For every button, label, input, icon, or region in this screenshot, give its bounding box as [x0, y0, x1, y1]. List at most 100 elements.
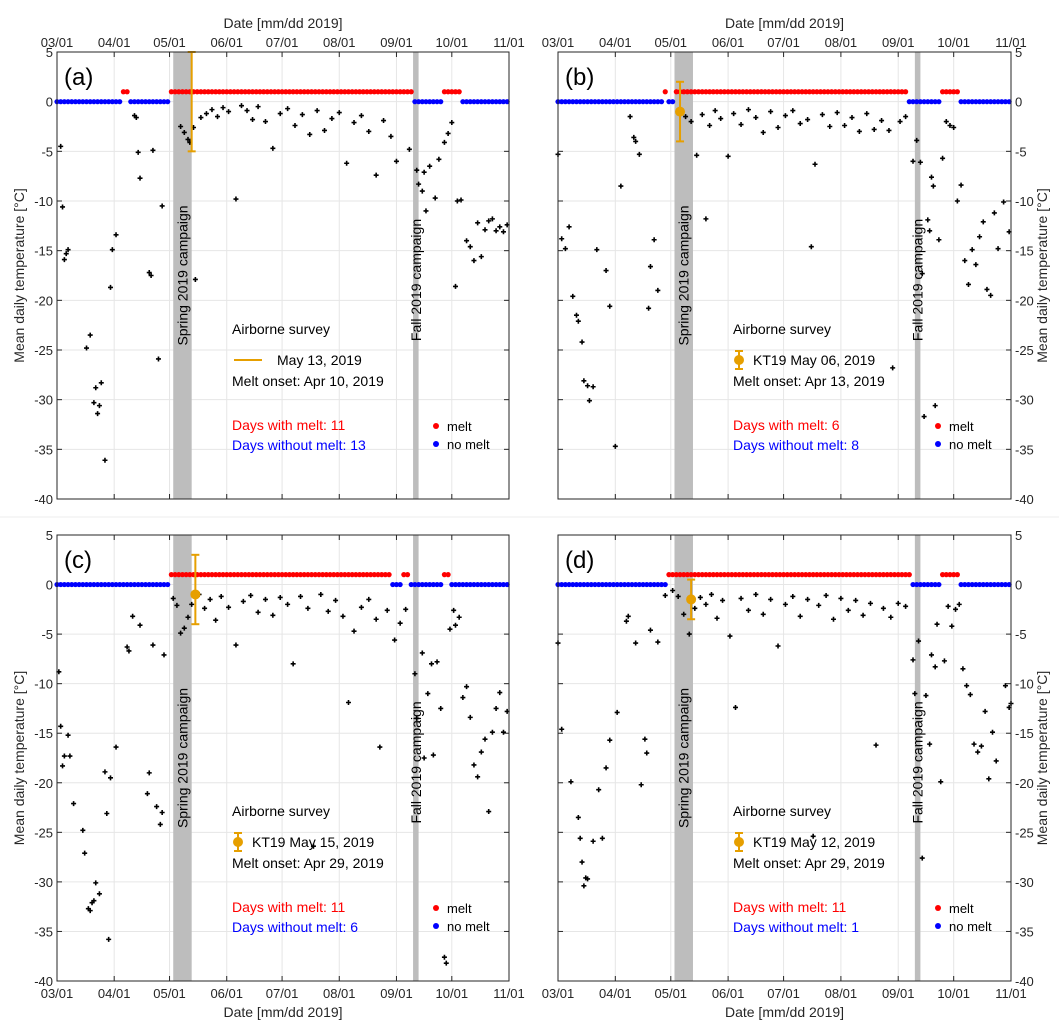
temperature-series: [58, 103, 510, 463]
no-melt-dot: [504, 581, 510, 588]
no-melt-dot: [434, 99, 440, 105]
melt-dot: [305, 572, 311, 578]
melt-dot: [386, 89, 392, 95]
no-melt-dot: [596, 581, 602, 588]
annotation-survey-label: KT19 May 15, 2019: [252, 834, 374, 850]
temperature-point: [969, 247, 975, 253]
melt-dot: [452, 89, 459, 95]
y-tick-label: -35: [34, 924, 53, 939]
temperature-point: [262, 119, 268, 125]
x-axis-title: Date [mm/dd 2019]: [725, 1004, 844, 1020]
temperature-point: [914, 137, 920, 143]
temperature-point: [447, 626, 453, 632]
melt-dot: [331, 572, 337, 578]
temperature-point: [198, 115, 204, 121]
melt-dot: [795, 89, 801, 95]
no-melt-dot: [588, 99, 594, 105]
y-tick-label: -20: [34, 776, 53, 791]
melt-dot: [751, 89, 757, 95]
no-melt-dot: [98, 99, 104, 105]
temperature-point: [425, 691, 431, 697]
temperature-point: [497, 224, 503, 230]
temperature-point: [270, 612, 276, 618]
no-melt-dot: [94, 581, 101, 588]
y-tick-label: 5: [46, 45, 53, 60]
melt-dot: [891, 89, 898, 95]
melt-dot: [308, 572, 315, 578]
legend-no-melt-label: no melt: [949, 437, 992, 452]
y-axis-title: Mean daily temperature [°C]: [11, 188, 27, 362]
melt-dot: [725, 89, 731, 95]
no-melt-dot: [117, 581, 123, 588]
no-melt-dot: [456, 581, 462, 588]
temperature-point: [927, 228, 933, 234]
annotation-onset-label: Melt onset: Apr 10, 2019: [232, 373, 384, 389]
melt-dot: [799, 572, 805, 578]
annotation-title: Airborne survey: [733, 803, 831, 819]
no-melt-dot: [393, 581, 400, 588]
x-tick-label: 10/01: [937, 35, 970, 50]
no-melt-dot: [161, 99, 167, 105]
x-tick-label: 03/01: [41, 35, 74, 50]
no-melt-dot: [588, 581, 594, 588]
no-melt-dot: [614, 99, 620, 105]
temperature-point: [215, 114, 221, 120]
melt-dot: [408, 89, 414, 95]
temperature-point: [322, 127, 328, 133]
temperature-point: [373, 616, 379, 622]
temperature-point: [220, 105, 226, 111]
temperature-point: [725, 153, 731, 159]
no-melt-dot: [599, 99, 605, 105]
temperature-point: [412, 671, 418, 677]
melt-dot: [249, 89, 256, 95]
temperature-point: [860, 612, 866, 618]
y-tick-label: -15: [1015, 244, 1034, 259]
no-melt-dot: [607, 99, 613, 105]
melt-dot: [264, 89, 270, 95]
temperature-point: [890, 365, 896, 371]
no-melt-dot: [592, 581, 598, 588]
temperature-point: [475, 774, 481, 780]
temperature-point: [464, 684, 470, 690]
melt-dot: [286, 572, 293, 578]
no-melt-dot: [973, 581, 979, 588]
temperature-point: [458, 197, 464, 203]
no-melt-dot: [72, 581, 79, 588]
no-melt-dot: [497, 99, 503, 105]
temperature-point: [91, 898, 97, 904]
melt-dot: [688, 572, 694, 578]
temperature-point: [688, 119, 694, 125]
temperature-point: [443, 960, 449, 966]
temperature-point: [797, 121, 803, 127]
temperature-point: [381, 118, 387, 124]
melt-dot: [227, 89, 234, 95]
melt-dot: [836, 89, 842, 95]
temperature-point: [233, 642, 239, 648]
temperature-point: [432, 195, 438, 201]
no-melt-dot: [102, 99, 108, 105]
melt-dot: [747, 89, 753, 95]
temperature-point: [441, 139, 447, 145]
no-melt-dot: [644, 99, 650, 105]
no-melt-dot: [154, 581, 160, 588]
melt-dot: [699, 89, 705, 95]
melt-dot: [806, 89, 813, 95]
campaign-band: [413, 535, 419, 981]
no-melt-dot: [106, 99, 112, 105]
temperature-point: [292, 123, 298, 129]
y-tick-label: -20: [1015, 293, 1034, 308]
melt-dot: [854, 572, 861, 578]
melt-dot: [714, 572, 720, 578]
temperature-point: [277, 594, 283, 600]
no-melt-dot: [482, 581, 488, 588]
no-melt-dot: [973, 99, 979, 105]
no-melt-dot: [65, 99, 71, 105]
temperature-point: [612, 443, 618, 449]
temperature-point: [65, 732, 71, 738]
survey-marker: [190, 589, 201, 600]
temperature-point: [753, 115, 759, 121]
no-melt-dot: [573, 99, 580, 105]
no-melt-dot: [124, 581, 130, 588]
temperature-point: [954, 198, 960, 204]
no-melt-days-label: Days without melt: 13: [232, 437, 366, 453]
